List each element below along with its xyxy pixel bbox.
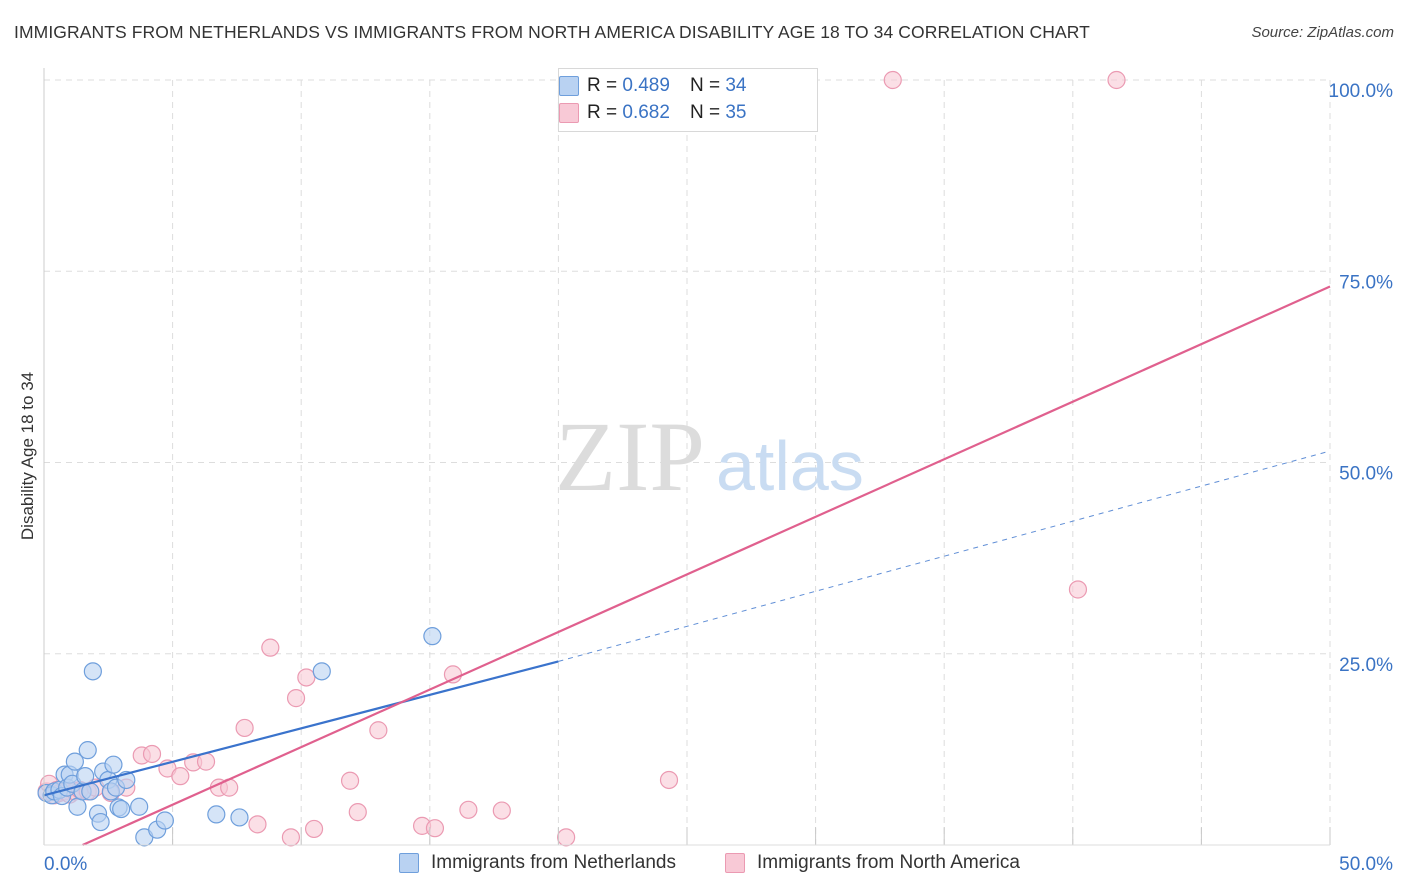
point-north-america [286,689,306,708]
point-north-america [348,803,367,822]
point-north-america [1068,580,1088,599]
point-netherlands [155,811,174,830]
point-netherlands [230,808,249,827]
point-north-america [297,668,316,687]
point-north-america [492,801,511,820]
point-north-america [171,767,190,786]
point-netherlands [312,662,331,681]
axis-layer: 25.0% 50.0% 75.0% 100.0% 0.0% 50.0% Disability… [18,68,1393,875]
legend-r-label: R = [587,75,618,96]
chart-title: IMMIGRANTS FROM NETHERLANDS VS IMMIGRANT… [14,22,1090,42]
y-tick-label: 25.0% [1339,655,1393,676]
x-tick-label: 0.0% [44,854,87,875]
legend-n-label: N = [689,102,721,123]
y-tick-label: 100.0% [1329,81,1394,102]
legend-label-north-america: Immigrants from North America [757,852,1020,873]
y-tick-label: 50.0% [1339,464,1393,485]
point-north-america [459,800,478,819]
watermark-atlas: atlas [716,427,864,505]
point-netherlands [112,799,131,819]
legend-label-netherlands: Immigrants from Netherlands [431,852,676,873]
x-tick-label: 50.0% [1339,854,1393,875]
legend-row-netherlands: R = 0.489 N = 34 [559,74,747,98]
point-north-america [1107,70,1126,90]
point-north-america [281,828,301,847]
stats-legend: R = 0.489 N = 34 R = 0.682 N = 35 [558,68,818,132]
point-netherlands [78,741,97,760]
legend-n-label: N = [689,75,721,96]
point-north-america [304,819,324,839]
swatch-north-america [725,853,745,873]
legend-swatch-blue [559,76,579,96]
point-netherlands [91,812,110,832]
point-north-america [142,744,162,764]
legend-item-netherlands[interactable]: Immigrants from Netherlands [399,852,676,874]
point-north-america [248,815,267,834]
legend-item-north-america[interactable]: Immigrants from North America [725,852,1020,874]
series-legend: Immigrants from Netherlands Immigrants f… [0,852,1406,878]
point-netherlands [65,752,84,771]
point-netherlands [207,805,226,824]
trendline-netherlands-extension [558,450,1331,662]
point-north-america [557,828,576,847]
swatch-netherlands [399,853,419,873]
point-north-america [261,638,280,657]
grid-layer [44,79,1331,845]
legend-r-value: 0.489 [622,75,670,96]
y-axis-label: Disability Age 18 to 34 [18,372,37,540]
legend-row-north-america: R = 0.682 N = 35 [559,101,747,125]
watermark-zip: ZIP [555,401,705,512]
point-netherlands [83,662,102,681]
point-netherlands [423,627,442,646]
point-netherlands [104,755,123,774]
watermark: ZIP atlas [555,401,864,512]
point-north-america [235,718,254,738]
point-north-america [340,771,360,790]
trendline-netherlands [43,660,559,797]
point-north-america [425,819,445,838]
legend-swatch-pink [559,103,579,123]
source-label: Source: ZipAtlas.com [1251,24,1394,41]
points-layer [37,70,1126,847]
point-north-america [659,770,679,790]
legend-n-value: 35 [725,102,747,123]
point-netherlands [130,797,149,816]
legend-n-value: 34 [725,75,747,96]
legend-r-value: 0.682 [622,102,670,123]
point-north-america [369,721,388,740]
point-north-america [883,70,902,90]
trendline-north-america [82,285,1331,847]
trend-layer [43,285,1331,847]
point-netherlands [68,797,87,816]
y-tick-label: 75.0% [1339,272,1393,293]
legend-r-label: R = [587,102,618,123]
